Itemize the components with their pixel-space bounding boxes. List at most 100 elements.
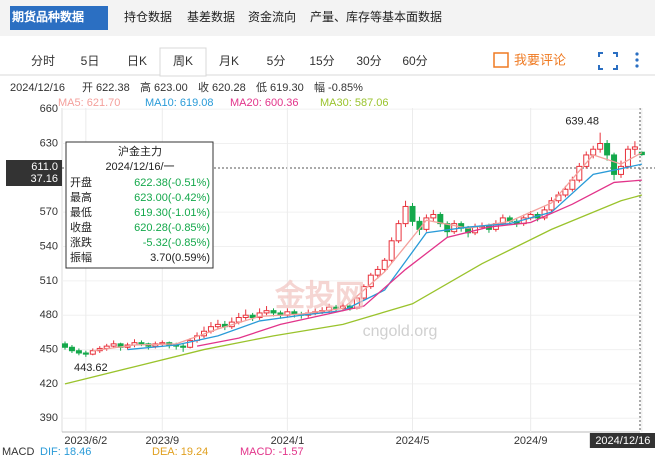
candle-body [381,259,388,270]
candle-body [180,345,187,348]
crosshair-label: 611.0 [31,161,58,173]
candle-body [569,179,576,190]
candle-body [62,343,68,348]
tab[interactable]: 产量、库存等基本面数据 [310,9,442,24]
ma-line [92,152,643,352]
candle-body [388,240,395,261]
macd-label: MACD [2,446,34,456]
candle-body [214,323,221,328]
tab[interactable]: 资金流向 [248,9,296,24]
info-item: 2024/12/16 [10,82,65,94]
candle-body [624,148,631,167]
y-tick-label: 510 [40,275,58,287]
period-tab[interactable]: 日K [127,54,147,68]
watermark: 金投网 [274,279,365,313]
candle-body [82,352,89,355]
tooltip-value: -5.32(-0.85%) [143,237,210,249]
period-tab[interactable]: 分时 [31,54,55,68]
y-tick-label: 540 [40,240,58,252]
tab[interactable]: 期货品种数据 [12,9,84,24]
tooltip-key: 最高 [70,190,92,204]
period-tab[interactable]: 5日 [81,54,100,68]
info-item: 开 622.38 [82,82,130,94]
y-tick-label: 480 [40,309,58,321]
candle-body [333,306,340,309]
active-period-bg [159,47,207,77]
info-item: 收 620.28 [198,80,246,94]
tooltip-value: 3.70(0.59%) [150,252,210,264]
candle-body [263,310,270,314]
ma-line [196,179,642,347]
candle-body [402,205,409,225]
crosshair-label: 37.16 [30,173,58,185]
tooltip [65,141,214,269]
x-tick-label: 2023/6/2 [64,435,107,447]
more-icon[interactable] [635,52,639,68]
tooltip-date: 2024/12/16/一 [105,161,174,173]
y-tick-label: 450 [40,343,58,355]
tooltip-key: 涨跌 [70,235,92,249]
date-box [589,433,655,448]
x-tick-label: 2024/9 [514,435,548,447]
macd-label: DEA: 19.24 [152,446,208,456]
period-tab[interactable]: 周K [173,54,193,68]
info-item: 高 623.00 [140,80,188,94]
candle-body [242,314,249,319]
tab[interactable]: 持仓数据 [124,9,172,24]
legend-entry: MA5: 621.70 [58,97,120,109]
x-tick-label: 2024/5 [396,435,430,447]
top-bar [0,0,655,36]
macd-label: DIF: 18.46 [40,446,91,456]
candle-body [451,223,458,233]
candle-body [187,339,194,348]
active-tab-bg [10,6,108,30]
tooltip-value: 622.38(-0.51%) [134,177,210,189]
tab[interactable]: 基差数据 [187,9,235,24]
candle-body [89,350,96,355]
candle-body [68,346,75,352]
candle-body [548,200,555,211]
period-tab[interactable]: 60分 [402,54,427,68]
tooltip-key: 最低 [70,206,92,219]
comment-button[interactable]: 我要评论 [514,52,566,67]
y-tick-label: 570 [40,206,58,218]
y-tick-label: 630 [40,137,58,149]
y-tick-label: 660 [40,103,58,115]
candle-body [618,165,624,175]
candle-body [562,188,569,196]
period-tab[interactable]: 5分 [267,54,286,68]
watermark: cngold.org [363,323,438,340]
candle-body [249,314,256,319]
tooltip-title: 沪金主力 [118,144,162,158]
info-item: 低 619.30 [256,81,304,94]
candle-body [235,317,242,323]
tooltip-key: 收盘 [70,220,92,234]
candle-body [75,350,82,354]
y-tick-label: 420 [40,378,58,390]
candle-body [604,142,611,156]
candle-body [437,213,444,225]
candle-body [256,312,263,319]
tooltip-value: 619.30(-1.01%) [134,207,210,219]
ma-line [64,194,643,385]
legend-entry: MA20: 600.36 [230,97,299,109]
candle-body [270,310,277,314]
info-item: 幅 -0.85% [314,81,363,94]
candle-body [374,268,381,276]
candle-body [395,223,402,242]
edit-icon[interactable] [493,52,509,68]
period-tab[interactable]: 15分 [309,54,334,68]
tooltip-value: 620.28(-0.85%) [134,222,210,234]
candle-body [138,342,145,345]
period-tab[interactable]: 30分 [356,54,381,68]
tooltip-key: 开盘 [70,175,92,189]
legend-entry: MA10: 619.08 [145,97,214,109]
period-tab[interactable]: 月K [219,54,239,68]
ma-line [127,163,642,351]
expand-icon[interactable] [598,52,618,70]
peak-label: 443.62 [74,362,108,374]
candle-body [631,146,638,150]
tooltip-value: 623.00(-0.42%) [134,192,210,204]
candle-body [590,148,597,156]
